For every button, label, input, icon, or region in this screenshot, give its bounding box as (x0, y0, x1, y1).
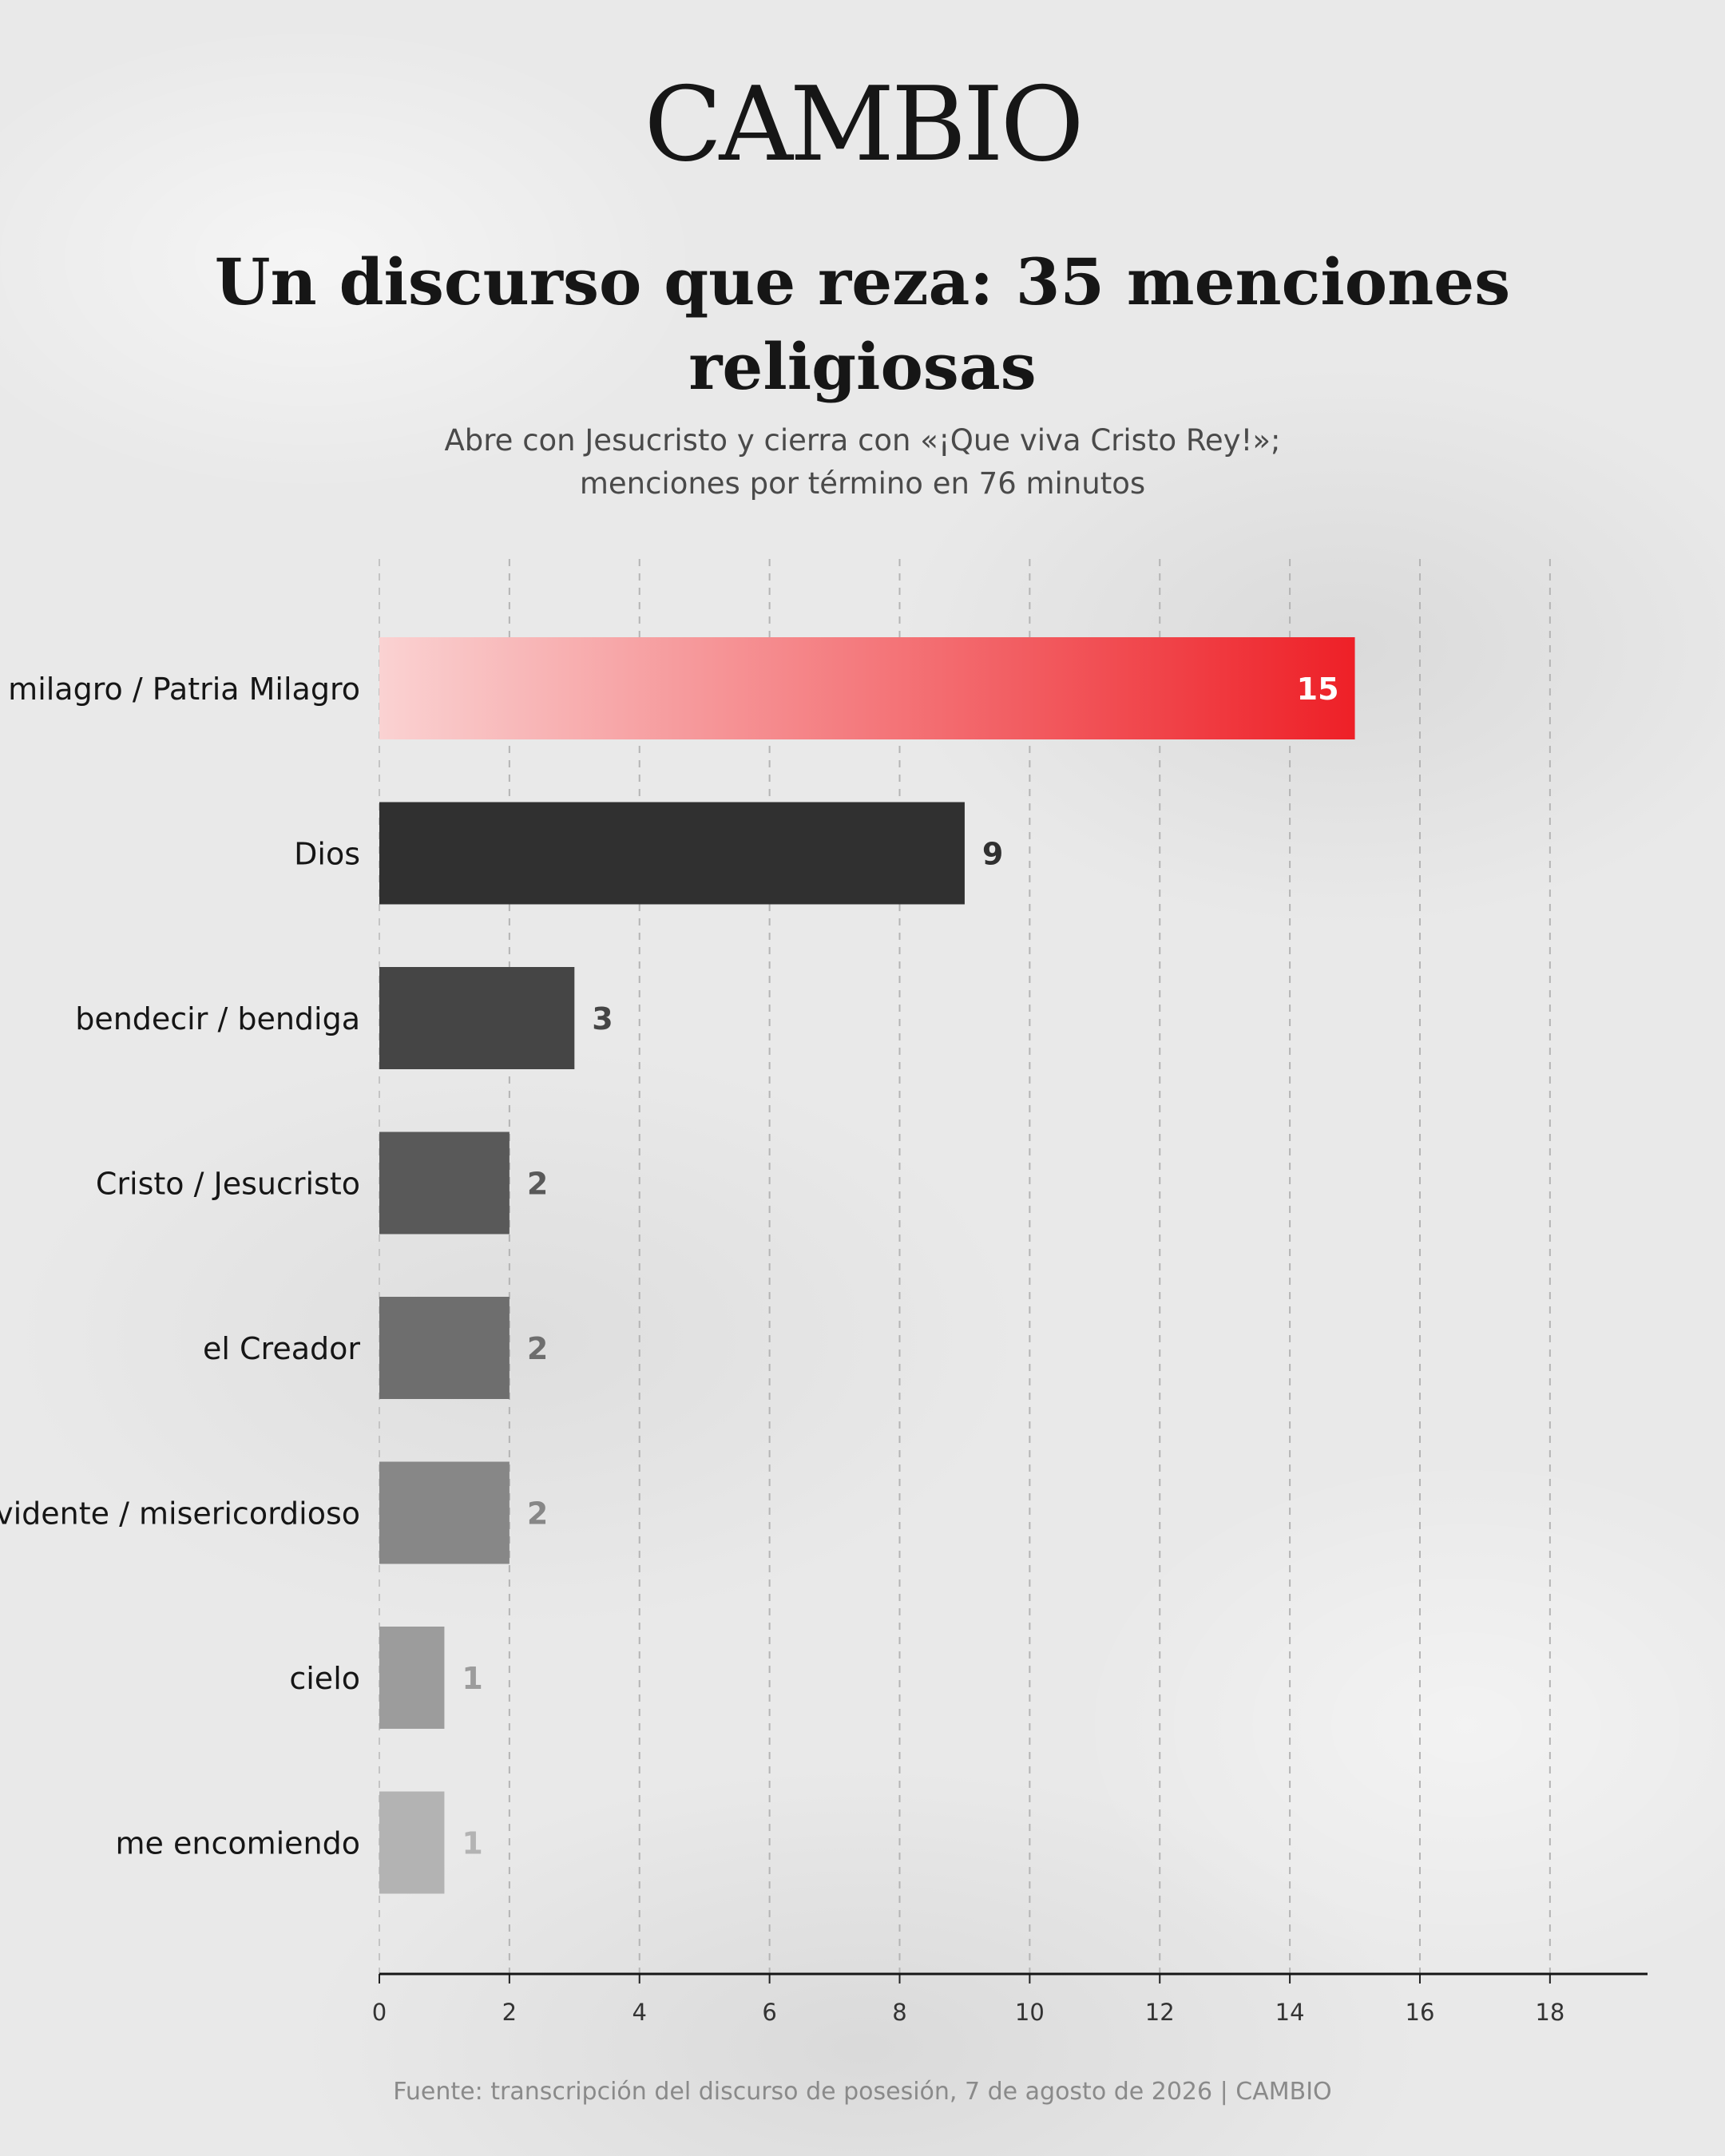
x-tick-label: 14 (1275, 1999, 1305, 2026)
x-tick-label: 4 (632, 1999, 647, 2026)
cambio-logo: CAMBIO (644, 65, 1085, 184)
source-footer: Fuente: transcripción del discurso de po… (393, 2078, 1332, 2106)
bar-0 (379, 637, 1355, 739)
category-label: el Creador (203, 1331, 360, 1366)
x-tick-label: 0 (372, 1999, 387, 2026)
bar-3 (379, 1132, 510, 1235)
value-label: 9 (982, 837, 1003, 872)
category-label: bendecir / bendiga (75, 1001, 360, 1036)
value-label: 3 (592, 1001, 613, 1036)
value-label: 15 (1297, 672, 1339, 707)
category-label: providente / misericordioso (0, 1496, 360, 1532)
x-tick-label: 12 (1145, 1999, 1175, 2026)
x-tick-label: 2 (502, 1999, 517, 2026)
x-tick-label: 16 (1406, 1999, 1435, 2026)
value-label: 1 (462, 1661, 482, 1696)
x-tick-label: 10 (1015, 1999, 1045, 2026)
bar-6 (379, 1627, 445, 1729)
value-label: 2 (527, 1167, 548, 1202)
bar-5 (379, 1461, 510, 1564)
value-label: 2 (527, 1496, 548, 1532)
category-label: milagro / Patria Milagro (8, 672, 360, 707)
x-axis: 0 2 4 6 8 10 12 14 16 18 (372, 1972, 1648, 2026)
bars: 15 9 3 2 2 2 1 1 (379, 637, 1355, 1894)
grid-lines (379, 559, 1551, 1974)
x-tick-label: 18 (1535, 1999, 1564, 2026)
category-label: Cristo / Jesucristo (96, 1167, 360, 1202)
bar-4 (379, 1297, 510, 1399)
category-label: me encomiendo (116, 1826, 361, 1861)
category-labels: milagro / Patria Milagro Dios bendecir / b… (0, 672, 360, 1861)
value-label: 1 (462, 1826, 482, 1861)
bar-2 (379, 967, 575, 1069)
bar-7 (379, 1791, 445, 1894)
chart-subtitle: Abre con Jesucristo y cierra con «¡Que v… (444, 423, 1281, 501)
chart-title: Un discurso que reza: 35 menciones relig… (214, 244, 1511, 404)
value-label: 2 (527, 1331, 548, 1366)
category-label: cielo (289, 1661, 360, 1696)
x-tick-label: 6 (762, 1999, 776, 2026)
category-label: Dios (294, 837, 360, 872)
bar-1 (379, 802, 965, 905)
x-tick-label: 8 (892, 1999, 906, 2026)
